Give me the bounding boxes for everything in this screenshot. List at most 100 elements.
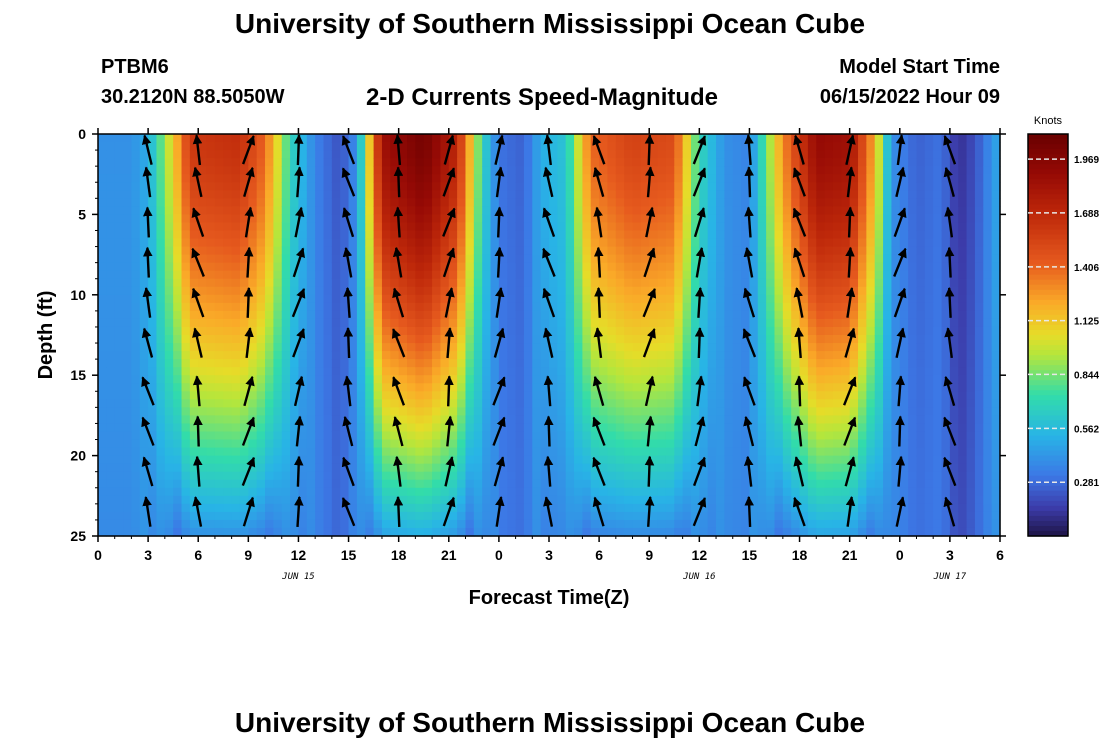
- heatmap-cell: [807, 399, 817, 408]
- heatmap-cell: [398, 158, 408, 167]
- heatmap-cell: [557, 206, 567, 215]
- heatmap-cell: [139, 511, 149, 521]
- heatmap-cell: [507, 182, 517, 191]
- heatmap-cell: [482, 142, 492, 151]
- heatmap-cell: [549, 158, 558, 167]
- heatmap-cell: [540, 158, 550, 167]
- heatmap-cell: [632, 134, 642, 143]
- heatmap-cell: [523, 278, 533, 288]
- heatmap-cell: [632, 150, 642, 159]
- heatmap-cell: [457, 174, 467, 183]
- heatmap-cell: [156, 198, 166, 207]
- heatmap-cell: [315, 431, 325, 441]
- heatmap-cell: [515, 214, 525, 224]
- heatmap-cell: [523, 190, 533, 199]
- heatmap-cell: [924, 278, 934, 288]
- heatmap-cell: [699, 310, 709, 320]
- heatmap-cell: [198, 391, 208, 400]
- heatmap-cell: [699, 399, 709, 408]
- heatmap-cell: [148, 326, 158, 336]
- heatmap-cell: [407, 198, 416, 207]
- heatmap-cell: [832, 326, 842, 336]
- heatmap-cell: [799, 495, 809, 505]
- heatmap-cell: [908, 423, 918, 433]
- heatmap-cell: [657, 318, 667, 328]
- heatmap-cell: [741, 182, 751, 191]
- heatmap-cell: [465, 302, 475, 312]
- heatmap-cell: [899, 351, 909, 360]
- heatmap-cell: [707, 254, 717, 264]
- heatmap-cell: [540, 479, 550, 489]
- heatmap-cell: [256, 182, 266, 191]
- heatmap-cell: [841, 423, 851, 433]
- heatmap-cell: [448, 351, 458, 360]
- heatmap-cell: [799, 487, 809, 497]
- heatmap-cell: [490, 383, 500, 392]
- heatmap-cell: [883, 254, 893, 264]
- heatmap-cell: [423, 527, 433, 537]
- heatmap-cell: [423, 166, 433, 175]
- heatmap-cell: [482, 423, 492, 433]
- heatmap-cell: [98, 527, 107, 537]
- heatmap-cell: [139, 383, 149, 392]
- heatmap-cell: [632, 310, 642, 320]
- heatmap-cell: [858, 407, 867, 416]
- heatmap-cell: [365, 302, 375, 312]
- heatmap-cell: [381, 318, 391, 328]
- heatmap-cell: [874, 198, 884, 207]
- heatmap-cell: [757, 150, 767, 159]
- heatmap-cell: [657, 511, 667, 521]
- heatmap-cell: [473, 294, 483, 304]
- heatmap-cell: [348, 142, 358, 151]
- heatmap-cell: [866, 214, 876, 224]
- heatmap-cell: [916, 254, 926, 264]
- heatmap-cell: [615, 351, 625, 360]
- heatmap-cell: [657, 351, 667, 360]
- heatmap-cell: [916, 182, 926, 191]
- heatmap-cell: [757, 326, 767, 336]
- heatmap-cell: [582, 214, 592, 224]
- heatmap-cell: [415, 230, 425, 240]
- heatmap-cell: [891, 326, 901, 336]
- heatmap-cell: [198, 383, 208, 392]
- heatmap-cell: [281, 335, 291, 344]
- heatmap-cell: [841, 359, 851, 368]
- heatmap-cell: [532, 158, 542, 167]
- heatmap-cell: [841, 367, 851, 376]
- heatmap-cell: [749, 335, 759, 344]
- heatmap-cell: [832, 302, 842, 312]
- heatmap-cell: [223, 150, 233, 159]
- heatmap-cell: [315, 318, 325, 328]
- heatmap-cell: [523, 182, 533, 191]
- heatmap-cell: [423, 150, 433, 159]
- heatmap-cell: [924, 246, 934, 256]
- heatmap-cell: [173, 262, 183, 272]
- heatmap-cell: [532, 310, 542, 320]
- heatmap-cell: [766, 479, 776, 489]
- heatmap-cell: [816, 318, 826, 328]
- heatmap-cell: [315, 294, 325, 304]
- heatmap-cell: [657, 190, 667, 199]
- heatmap-cell: [373, 391, 383, 400]
- heatmap-cell: [891, 519, 901, 529]
- heatmap-cell: [214, 198, 224, 207]
- heatmap-cell: [690, 359, 700, 368]
- heatmap-cell: [248, 447, 258, 457]
- heatmap-cell: [582, 335, 592, 344]
- heatmap-cell: [799, 294, 809, 304]
- heatmap-cell: [540, 487, 550, 497]
- heatmap-cell: [532, 326, 542, 336]
- heatmap-cell: [574, 367, 584, 376]
- heatmap-cell: [599, 278, 609, 288]
- heatmap-cell: [515, 335, 525, 344]
- heatmap-cell: [574, 206, 584, 215]
- heatmap-cell: [331, 415, 341, 425]
- heatmap-cell: [674, 423, 684, 433]
- heatmap-cell: [214, 399, 224, 408]
- heatmap-cell: [866, 391, 876, 400]
- heatmap-cell: [665, 142, 675, 151]
- heatmap-cell: [858, 455, 867, 465]
- heatmap-cell: [782, 487, 792, 497]
- heatmap-cell: [883, 142, 893, 151]
- heatmap-cell: [482, 455, 492, 465]
